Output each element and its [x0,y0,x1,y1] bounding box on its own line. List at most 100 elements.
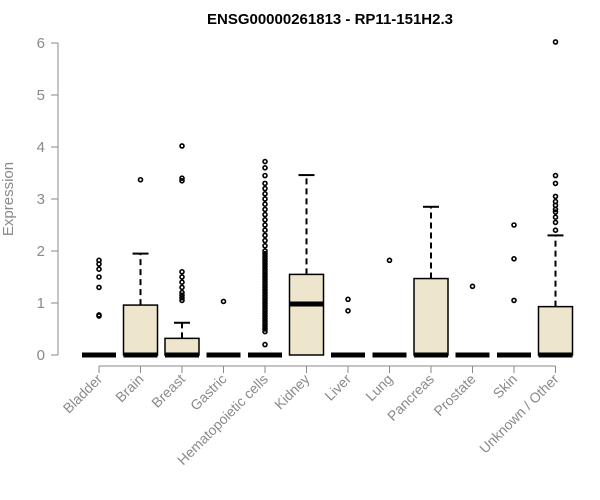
outlier-point [262,302,268,309]
x-tick-label: Prostate [430,371,478,419]
outlier-point [262,326,268,332]
outlier-point [262,318,268,325]
outlier-point [179,294,185,301]
outlier-point [262,300,268,306]
outlier-point [262,310,268,317]
outlier-point [262,196,268,202]
outlier-point [262,185,268,192]
outlier-point [179,274,185,280]
outlier-point [469,283,476,290]
x-tick-label: Skin [490,371,521,402]
outlier-point [262,287,268,293]
box-rect [413,277,449,356]
box-hematopoietic-cells [248,158,282,358]
outlier-point [262,266,268,273]
outlier-point [262,158,268,165]
outlier-point [96,284,102,291]
outlier-point [262,243,268,249]
outlier-point [345,296,351,303]
outlier-point [262,253,268,260]
outlier-point [262,268,268,275]
box-skin [497,222,531,358]
outlier-point [262,180,268,187]
outlier-point [262,237,268,244]
x-tick-label: Brain [112,371,146,405]
outlier-point [96,274,102,280]
outlier-point [179,297,185,304]
chart-title: ENSG00000261813 - RP11-151H2.3 [207,11,453,28]
outlier-point [345,307,351,314]
outlier-point [262,281,268,288]
outlier-point [552,227,559,233]
outlier-point [262,191,268,197]
x-tick-label: Unknown / Other [476,371,562,457]
outlier-point [262,261,268,267]
box-pancreas [413,205,449,358]
outlier-point [552,198,559,205]
box-liver [331,296,365,358]
y-tick-label: 1 [37,295,45,312]
outlier-point [262,320,268,327]
outlier-point [262,279,268,286]
outlier-point [262,284,268,291]
outlier-point [511,222,517,228]
outlier-point [262,341,268,348]
outlier-point [262,305,268,312]
box-lung [372,257,407,358]
outlier-point [552,180,559,187]
outlier-point [262,255,268,262]
outlier-point [552,39,559,45]
outlier-point [262,307,268,314]
box-kidney [288,174,325,356]
outlier-point [262,250,268,257]
outlier-point [552,172,559,179]
y-tick-label: 2 [37,243,45,260]
box-bladder [82,257,116,358]
outlier-point [262,263,268,270]
outlier-point [262,222,268,228]
outlier-point [179,279,185,286]
outlier-point [179,292,185,299]
x-tick-label: Liver [321,371,354,404]
outlier-point [262,172,268,179]
outlier-point [179,175,185,181]
outlier-point [511,255,517,262]
box-rect [537,305,574,356]
outlier-point [262,315,268,322]
outlier-point [262,297,268,304]
box-breast [164,143,200,358]
outlier-point [179,178,185,184]
x-tick-label: Kidney [271,371,313,413]
box-rect [288,273,325,356]
outlier-point [262,323,268,330]
outlier-point [220,298,227,305]
box-rect [122,304,159,356]
box-gastric [206,298,241,358]
boxes-group [82,39,574,358]
outlier-point [262,165,268,171]
y-tick-label: 0 [37,347,45,364]
y-tick-label: 4 [37,139,45,156]
outlier-point [262,276,268,283]
outlier-point [262,201,268,207]
y-axis: 0 1 2 3 4 5 6 [37,35,59,364]
outlier-point [96,257,102,264]
outlier-point [179,284,185,291]
y-axis-label: Expression [0,162,17,236]
outlier-point [262,248,268,254]
outlier-point [179,289,185,296]
box-unknown-other [537,39,574,358]
outlier-point [262,211,268,218]
y-tick-label: 5 [37,87,45,104]
outlier-point [262,294,268,301]
x-tick-label: Breast [148,371,188,411]
outlier-point [386,257,393,264]
outlier-point [262,292,268,299]
outlier-point [262,328,268,335]
x-tick-label: Lung [362,371,395,404]
outlier-point [262,271,268,278]
outlier-point [262,232,268,239]
